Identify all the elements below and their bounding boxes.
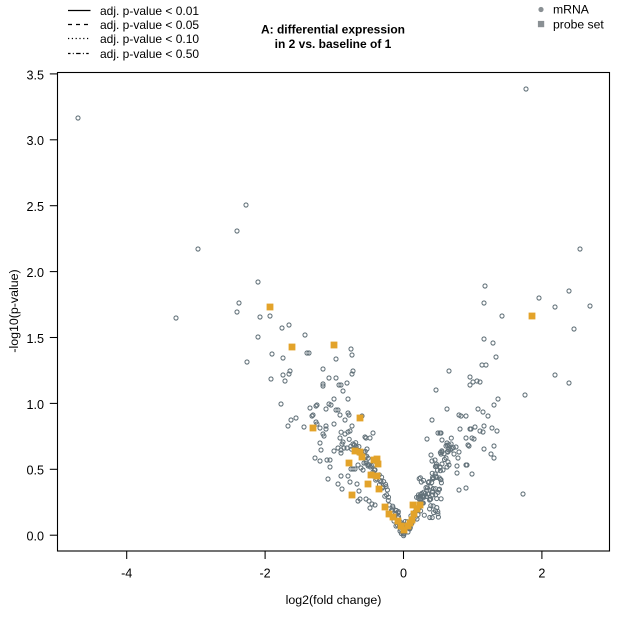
svg-text:1.0: 1.0 — [26, 398, 44, 412]
svg-text:0: 0 — [400, 567, 407, 581]
svg-text:0.0: 0.0 — [26, 530, 44, 544]
svg-text:adj. p-value < 0.01: adj. p-value < 0.01 — [100, 4, 199, 18]
svg-text:A: differential expression: A: differential expression — [261, 23, 405, 37]
svg-text:adj. p-value < 0.05: adj. p-value < 0.05 — [100, 18, 199, 32]
svg-text:-4: -4 — [121, 567, 132, 581]
svg-text:1.5: 1.5 — [26, 332, 44, 346]
svg-text:adj. p-value < 0.10: adj. p-value < 0.10 — [100, 32, 199, 46]
svg-text:adj. p-value < 0.50: adj. p-value < 0.50 — [100, 47, 199, 61]
svg-text:in 2 vs. baseline of 1: in 2 vs. baseline of 1 — [275, 37, 392, 51]
svg-text:-log10(p-value): -log10(p-value) — [7, 269, 21, 352]
svg-text:3.5: 3.5 — [26, 68, 44, 82]
svg-text:-2: -2 — [259, 567, 270, 581]
svg-text:0.5: 0.5 — [26, 464, 44, 478]
svg-text:3.0: 3.0 — [26, 134, 44, 148]
svg-text:2.5: 2.5 — [26, 200, 44, 214]
svg-text:mRNA: mRNA — [553, 3, 590, 17]
svg-text:2.0: 2.0 — [26, 266, 44, 280]
svg-text:2: 2 — [538, 567, 545, 581]
svg-text:probe set: probe set — [553, 18, 604, 32]
svg-text:log2(fold change): log2(fold change) — [286, 593, 382, 607]
